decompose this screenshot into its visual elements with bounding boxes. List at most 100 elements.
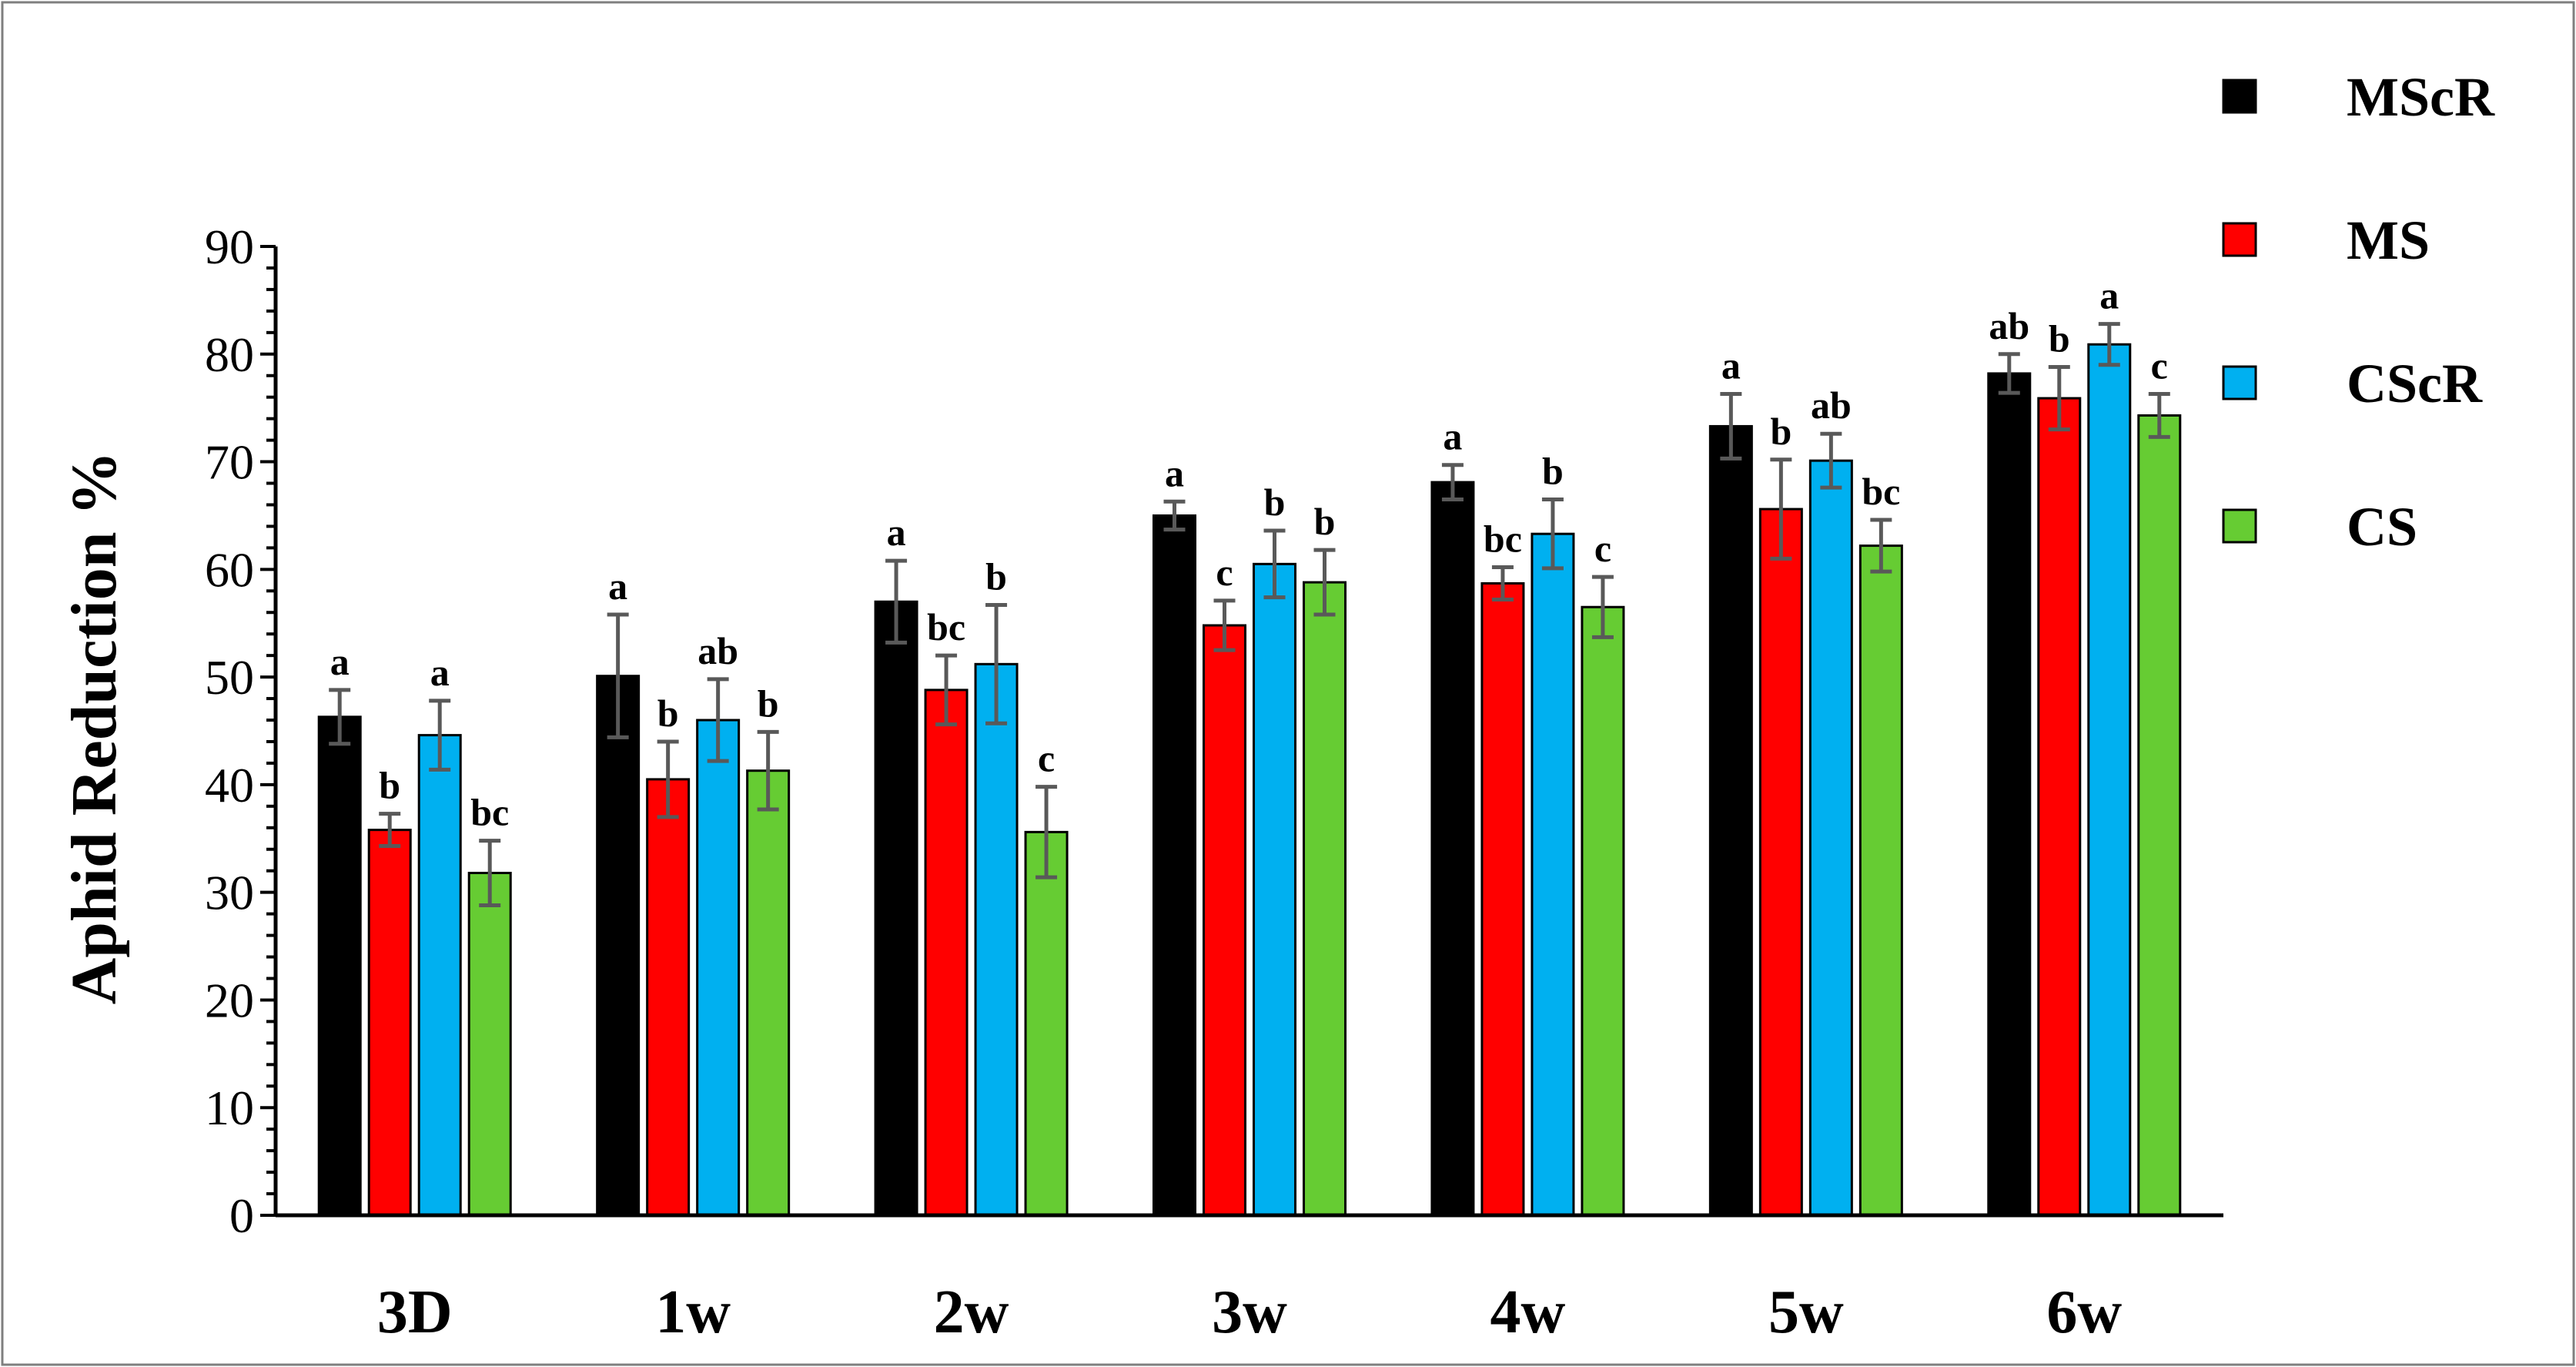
x-tick-label: 1w xyxy=(655,1278,731,1346)
legend-label: MS xyxy=(2347,209,2430,271)
error-bar-ms-5w xyxy=(1770,457,1792,561)
legend-label: CS xyxy=(2347,496,2417,558)
significance-letter: bc xyxy=(1484,518,1522,561)
error-bar-cs-6w xyxy=(2148,391,2170,439)
y-tick-label: 30 xyxy=(205,866,254,920)
bar-cs-3w xyxy=(1303,581,1347,1217)
error-bar-cscr-3d xyxy=(429,699,451,772)
legend-swatch xyxy=(2222,508,2257,544)
legend-label: MScR xyxy=(2347,66,2495,128)
significance-letter: b xyxy=(1770,410,1791,453)
error-bar-cs-1w xyxy=(757,729,779,812)
y-tick-label: 70 xyxy=(205,435,254,490)
significance-letter: a xyxy=(2099,274,2119,317)
bar-cscr-4w xyxy=(1531,532,1575,1217)
bar-mscr-1w xyxy=(596,675,641,1217)
error-bar-cscr-3w xyxy=(1263,528,1286,600)
significance-letter: a xyxy=(608,565,627,608)
legend-item-cs: CS xyxy=(2222,496,2417,558)
y-tick-label: 50 xyxy=(205,650,254,705)
error-bar-mscr-5w xyxy=(1720,391,1742,461)
bar-cs-5w xyxy=(1858,544,1903,1217)
bar-cscr-2w xyxy=(974,662,1019,1217)
axes-layer xyxy=(273,246,2223,1218)
bar-cscr-5w xyxy=(1808,459,1853,1217)
bar-ms-4w xyxy=(1480,582,1525,1217)
significance-letter: a xyxy=(430,651,450,694)
bar-cs-3d xyxy=(467,872,512,1217)
error-bar-mscr-1w xyxy=(607,612,629,739)
significance-letter: b xyxy=(2049,317,2070,360)
bar-ms-3w xyxy=(1203,624,1246,1217)
x-tick-label: 4w xyxy=(1490,1278,1566,1346)
error-bar-cscr-1w xyxy=(707,677,729,763)
legend-item-cscr: CScR xyxy=(2222,353,2483,414)
error-bar-ms-3d xyxy=(379,812,401,849)
bar-ms-2w xyxy=(924,689,969,1217)
legend-swatch xyxy=(2222,365,2257,400)
error-bar-mscr-3w xyxy=(1163,499,1186,532)
significance-letter: b xyxy=(758,682,779,725)
error-bar-ms-4w xyxy=(1491,565,1514,601)
x-tick-labels-layer: 3D 1w 2w 3w 4w 5w 6w xyxy=(377,1278,2123,1346)
bar-mscr-5w xyxy=(1708,424,1753,1217)
significance-letter: c xyxy=(1216,551,1233,594)
error-bar-cs-5w xyxy=(1870,518,1892,574)
y-axis-label: Aphid Reduction % xyxy=(59,451,130,1005)
bar-cscr-3d xyxy=(417,734,462,1217)
legend-swatch xyxy=(2222,222,2257,257)
legend-label: CScR xyxy=(2347,353,2483,414)
x-tick-label: 5w xyxy=(1768,1278,1844,1346)
bar-mscr-6w xyxy=(1987,372,2032,1217)
x-tick-label: 6w xyxy=(2046,1278,2122,1346)
bar-mscr-3w xyxy=(1153,514,1196,1217)
error-bar-mscr-6w xyxy=(1998,352,2020,395)
x-tick-label: 3D xyxy=(377,1278,453,1346)
significance-letter: a xyxy=(330,640,350,683)
bar-ms-5w xyxy=(1758,508,1803,1217)
error-bar-cscr-4w xyxy=(1541,497,1564,571)
error-bar-mscr-2w xyxy=(885,558,908,645)
y-tick-label: 20 xyxy=(205,973,254,1027)
bar-cs-4w xyxy=(1581,605,1625,1217)
significance-letter: b xyxy=(1264,481,1286,524)
legend-item-mscr: MScR xyxy=(2222,66,2495,128)
x-tick-label: 3w xyxy=(1212,1278,1287,1346)
error-bar-ms-1w xyxy=(657,739,679,819)
legend-swatch xyxy=(2222,79,2257,114)
significance-letter: b xyxy=(1542,449,1564,492)
significance-letter: c xyxy=(1594,527,1611,570)
bar-mscr-4w xyxy=(1430,481,1475,1217)
significance-letter: ab xyxy=(1811,384,1852,427)
bar-ms-1w xyxy=(646,778,691,1217)
error-bars-layer xyxy=(329,322,2170,907)
y-tick-label: 60 xyxy=(205,542,254,597)
bars-layer xyxy=(317,343,2182,1217)
y-tick-label: 90 xyxy=(205,219,254,274)
y-tick-label: 80 xyxy=(205,327,254,382)
significance-letter: bc xyxy=(1862,470,1900,513)
bar-cscr-3w xyxy=(1253,562,1296,1217)
significance-letter: b xyxy=(1314,500,1336,543)
bar-ms-6w xyxy=(2037,397,2082,1217)
bar-mscr-3d xyxy=(317,715,362,1217)
significance-letter: c xyxy=(1038,737,1055,780)
significance-letter: a xyxy=(887,511,906,554)
significance-letter: a xyxy=(1443,415,1462,458)
significance-letter: b xyxy=(657,692,679,735)
error-bar-mscr-4w xyxy=(1441,463,1464,501)
error-bar-cs-2w xyxy=(1035,785,1058,880)
error-bar-ms-6w xyxy=(2048,365,2070,432)
x-tick-label: 2w xyxy=(934,1278,1009,1346)
bar-cs-1w xyxy=(746,769,791,1217)
significance-letter: bc xyxy=(927,605,965,648)
error-bar-ms-2w xyxy=(935,653,958,727)
bar-ms-3d xyxy=(367,829,412,1217)
y-tick-label: 10 xyxy=(205,1081,254,1135)
legend: MScR MS CScR CS xyxy=(2222,66,2495,558)
significance-letter: b xyxy=(985,555,1007,598)
y-ticks-layer: 0 10 20 30 40 50 60 70 80 90 xyxy=(205,219,276,1243)
bar-mscr-2w xyxy=(874,600,918,1217)
